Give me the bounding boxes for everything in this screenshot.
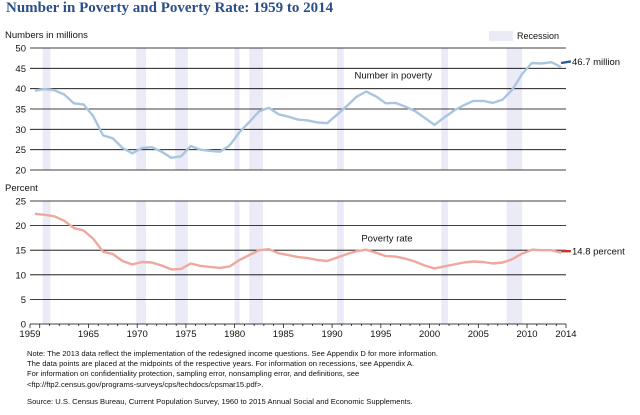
x-tick-label: 2005 [468, 329, 489, 340]
note-line: Note: The 2013 data reflect the implemen… [27, 349, 439, 358]
y-tick-label: 35 [15, 105, 26, 116]
series-line [34, 212, 562, 271]
end-value-label: 14.8 percent [572, 247, 625, 258]
y-tick-label: 50 [15, 44, 26, 55]
x-tick-label: 2000 [419, 329, 440, 340]
y-tick-label: 25 [15, 197, 26, 208]
x-tick-label: 2014 [555, 329, 576, 340]
y-axis-label: Numbers in millions [5, 30, 88, 41]
recession-band [336, 201, 344, 324]
x-tick-label: 1970 [127, 329, 148, 340]
x-tick-label: 2010 [516, 329, 537, 340]
series-line [34, 61, 562, 160]
series-line-2013 [560, 60, 572, 65]
recession-band [42, 201, 51, 324]
note-line: The data points are placed at the midpoi… [27, 359, 415, 369]
legend-recession-label: Recession [517, 31, 559, 41]
y-tick-label: 15 [15, 246, 26, 257]
x-tick-label: 1990 [322, 329, 343, 340]
x-tick-label: 1995 [370, 329, 391, 340]
chart-source: Source: U.S. Census Bureau, Current Popu… [27, 397, 413, 406]
y-tick-label: 20 [15, 166, 26, 177]
recession-band [175, 201, 188, 324]
x-tick-label: 1980 [224, 329, 245, 340]
y-tick-label: 45 [15, 64, 26, 75]
x-tick-label: 1965 [78, 329, 99, 340]
end-value-label: 46.7 million [572, 57, 620, 68]
y-tick-label: 20 [15, 221, 26, 232]
x-tick-label: 1959 [19, 329, 40, 340]
y-tick-label: 0 [21, 320, 26, 331]
y-tick-label: 10 [15, 270, 26, 281]
y-tick-label: 40 [15, 84, 26, 95]
recession-band [506, 201, 523, 324]
chart-notes: Note: The 2013 data reflect the implemen… [27, 349, 627, 390]
note-line: For information on confidentiality prote… [27, 369, 360, 379]
series-label: Poverty rate [361, 233, 412, 244]
legend-recession-swatch [489, 31, 513, 41]
x-tick-label: 1985 [273, 329, 294, 340]
note-line: <ftp://ftp2.census.gov/programs-surveys/… [27, 379, 264, 389]
chart-title: Number in Poverty and Poverty Rate: 1959… [6, 0, 334, 16]
y-tick-label: 25 [15, 145, 26, 156]
x-tick-label: 1975 [175, 329, 196, 340]
recession-band [249, 201, 263, 324]
recession-band [441, 201, 449, 324]
y-axis-label: Percent [5, 183, 38, 194]
series-label: Number in poverty [355, 71, 433, 82]
y-tick-label: 30 [15, 125, 26, 136]
y-tick-label: 5 [21, 295, 26, 306]
